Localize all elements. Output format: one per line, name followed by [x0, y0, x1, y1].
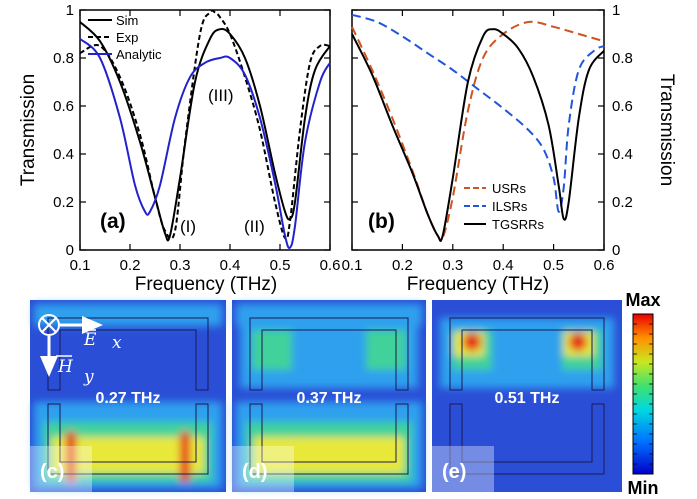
legend-label-exp: Exp — [116, 30, 138, 45]
y-tick-label: 0.6 — [612, 98, 633, 115]
e-field-letter: E — [83, 330, 97, 350]
field-intensity — [440, 318, 614, 388]
legend-label-analytic: Analytic — [116, 47, 162, 62]
colorbar: Max Min — [625, 290, 660, 498]
annotation-iii: (III) — [208, 86, 234, 105]
h-field-subscript: y — [83, 367, 94, 387]
x-tick-label: 0.2 — [120, 257, 141, 274]
x-tick-label: 0.3 — [442, 257, 463, 274]
legend-b: USRs ILSRs TGSRRs — [464, 181, 545, 232]
y-tick-label: 0.8 — [53, 50, 74, 67]
ticks-a: 0.1 0.2 0.3 0.4 0.5 0.6 0 0.2 0.4 0.6 0.8 1 — [53, 2, 340, 274]
colorbar-min-label: Min — [628, 478, 659, 498]
y-tick-label: 1 — [612, 2, 620, 19]
series-line-ilsrs — [352, 15, 604, 212]
map-frequency-label: 0.37 THz — [297, 390, 362, 407]
y-tick-label: 0.4 — [612, 146, 633, 163]
y-tick-label: 0.6 — [53, 98, 74, 115]
x-tick-label: 0.4 — [220, 257, 241, 274]
map-label: (c) — [40, 461, 64, 483]
x-tick-label: 0.3 — [170, 257, 191, 274]
map-label: (e) — [442, 461, 466, 483]
x-tick-label: 0.1 — [342, 257, 363, 274]
colorbar-max-label: Max — [625, 290, 660, 310]
map-frequency-label: 0.27 THz — [96, 390, 161, 407]
legend-label-ilsrs: ILSRs — [492, 199, 528, 214]
e-field-subscript: x — [112, 333, 122, 353]
legend-label-sim: Sim — [116, 13, 138, 28]
y-tick-label: 0.2 — [612, 194, 633, 211]
y-tick-label: 0.8 — [612, 50, 633, 67]
series-line-usrs — [352, 22, 604, 241]
chart-panel-b: 0.1 0.2 0.3 0.4 0.5 0.600.20.40.60.81 Frequen… — [342, 2, 677, 295]
x-tick-label: 0.5 — [270, 257, 291, 274]
series-b — [352, 15, 604, 241]
x-axis-label-a: Frequency (THz) — [135, 274, 278, 295]
legend-a: Sim Exp Analytic — [88, 13, 162, 62]
field-maps: (c) 0.27 THz (d) 0.37 THz (e) 0.51 THz — [30, 300, 622, 492]
field-region-top-low — [34, 304, 222, 326]
y-axis-label-b: Transmission — [656, 74, 677, 186]
x-tick-label: 0.6 — [320, 257, 341, 274]
field-peak-left — [463, 333, 481, 351]
x-axis-label-b: Frequency (THz) — [407, 274, 550, 295]
legend-label-usrs: USRs — [492, 181, 526, 196]
annotation-i: (I) — [180, 217, 196, 236]
y-tick-label: 0 — [66, 242, 74, 259]
y-axis-label-a: Transmission — [18, 74, 39, 186]
panel-label-b: (b) — [368, 210, 395, 233]
x-tick-label: 0.5 — [543, 257, 564, 274]
x-tick-label: 0.4 — [493, 257, 514, 274]
map-frequency-label: 0.51 THz — [495, 390, 560, 407]
y-tick-label: 0.2 — [53, 194, 74, 211]
x-tick-label: 0.1 — [70, 257, 91, 274]
legend-label-tgsrrs: TGSRRs — [492, 217, 545, 232]
chart-panel-a: 0.1 0.2 0.3 0.4 0.5 0.6 0 0.2 0.4 0.6 0.8 1 Frequen… — [18, 2, 340, 295]
x-tick-label: 0.2 — [392, 257, 413, 274]
field-map-c: (c) 0.27 THz — [30, 300, 226, 492]
panel-label-a: (a) — [100, 210, 126, 233]
annotation-ii: (II) — [244, 217, 265, 236]
y-tick-label: 1 — [66, 2, 74, 19]
field-region-upper-right — [366, 330, 406, 370]
y-tick-label: 0.4 — [53, 146, 74, 163]
y-tick-label: 0 — [612, 242, 620, 259]
field-peak-right — [569, 333, 587, 351]
h-field-letter: H — [57, 357, 74, 377]
x-tick-label: 0.6 — [594, 257, 615, 274]
field-region-upper-left — [252, 330, 292, 370]
field-map-e: (e) 0.51 THz — [432, 300, 622, 492]
field-map-d: (d) 0.37 THz — [232, 300, 426, 492]
map-label: (d) — [242, 461, 268, 483]
ticks-b: 0.1 0.2 0.3 0.4 0.5 0.600.20.40.60.81 — [342, 2, 633, 274]
